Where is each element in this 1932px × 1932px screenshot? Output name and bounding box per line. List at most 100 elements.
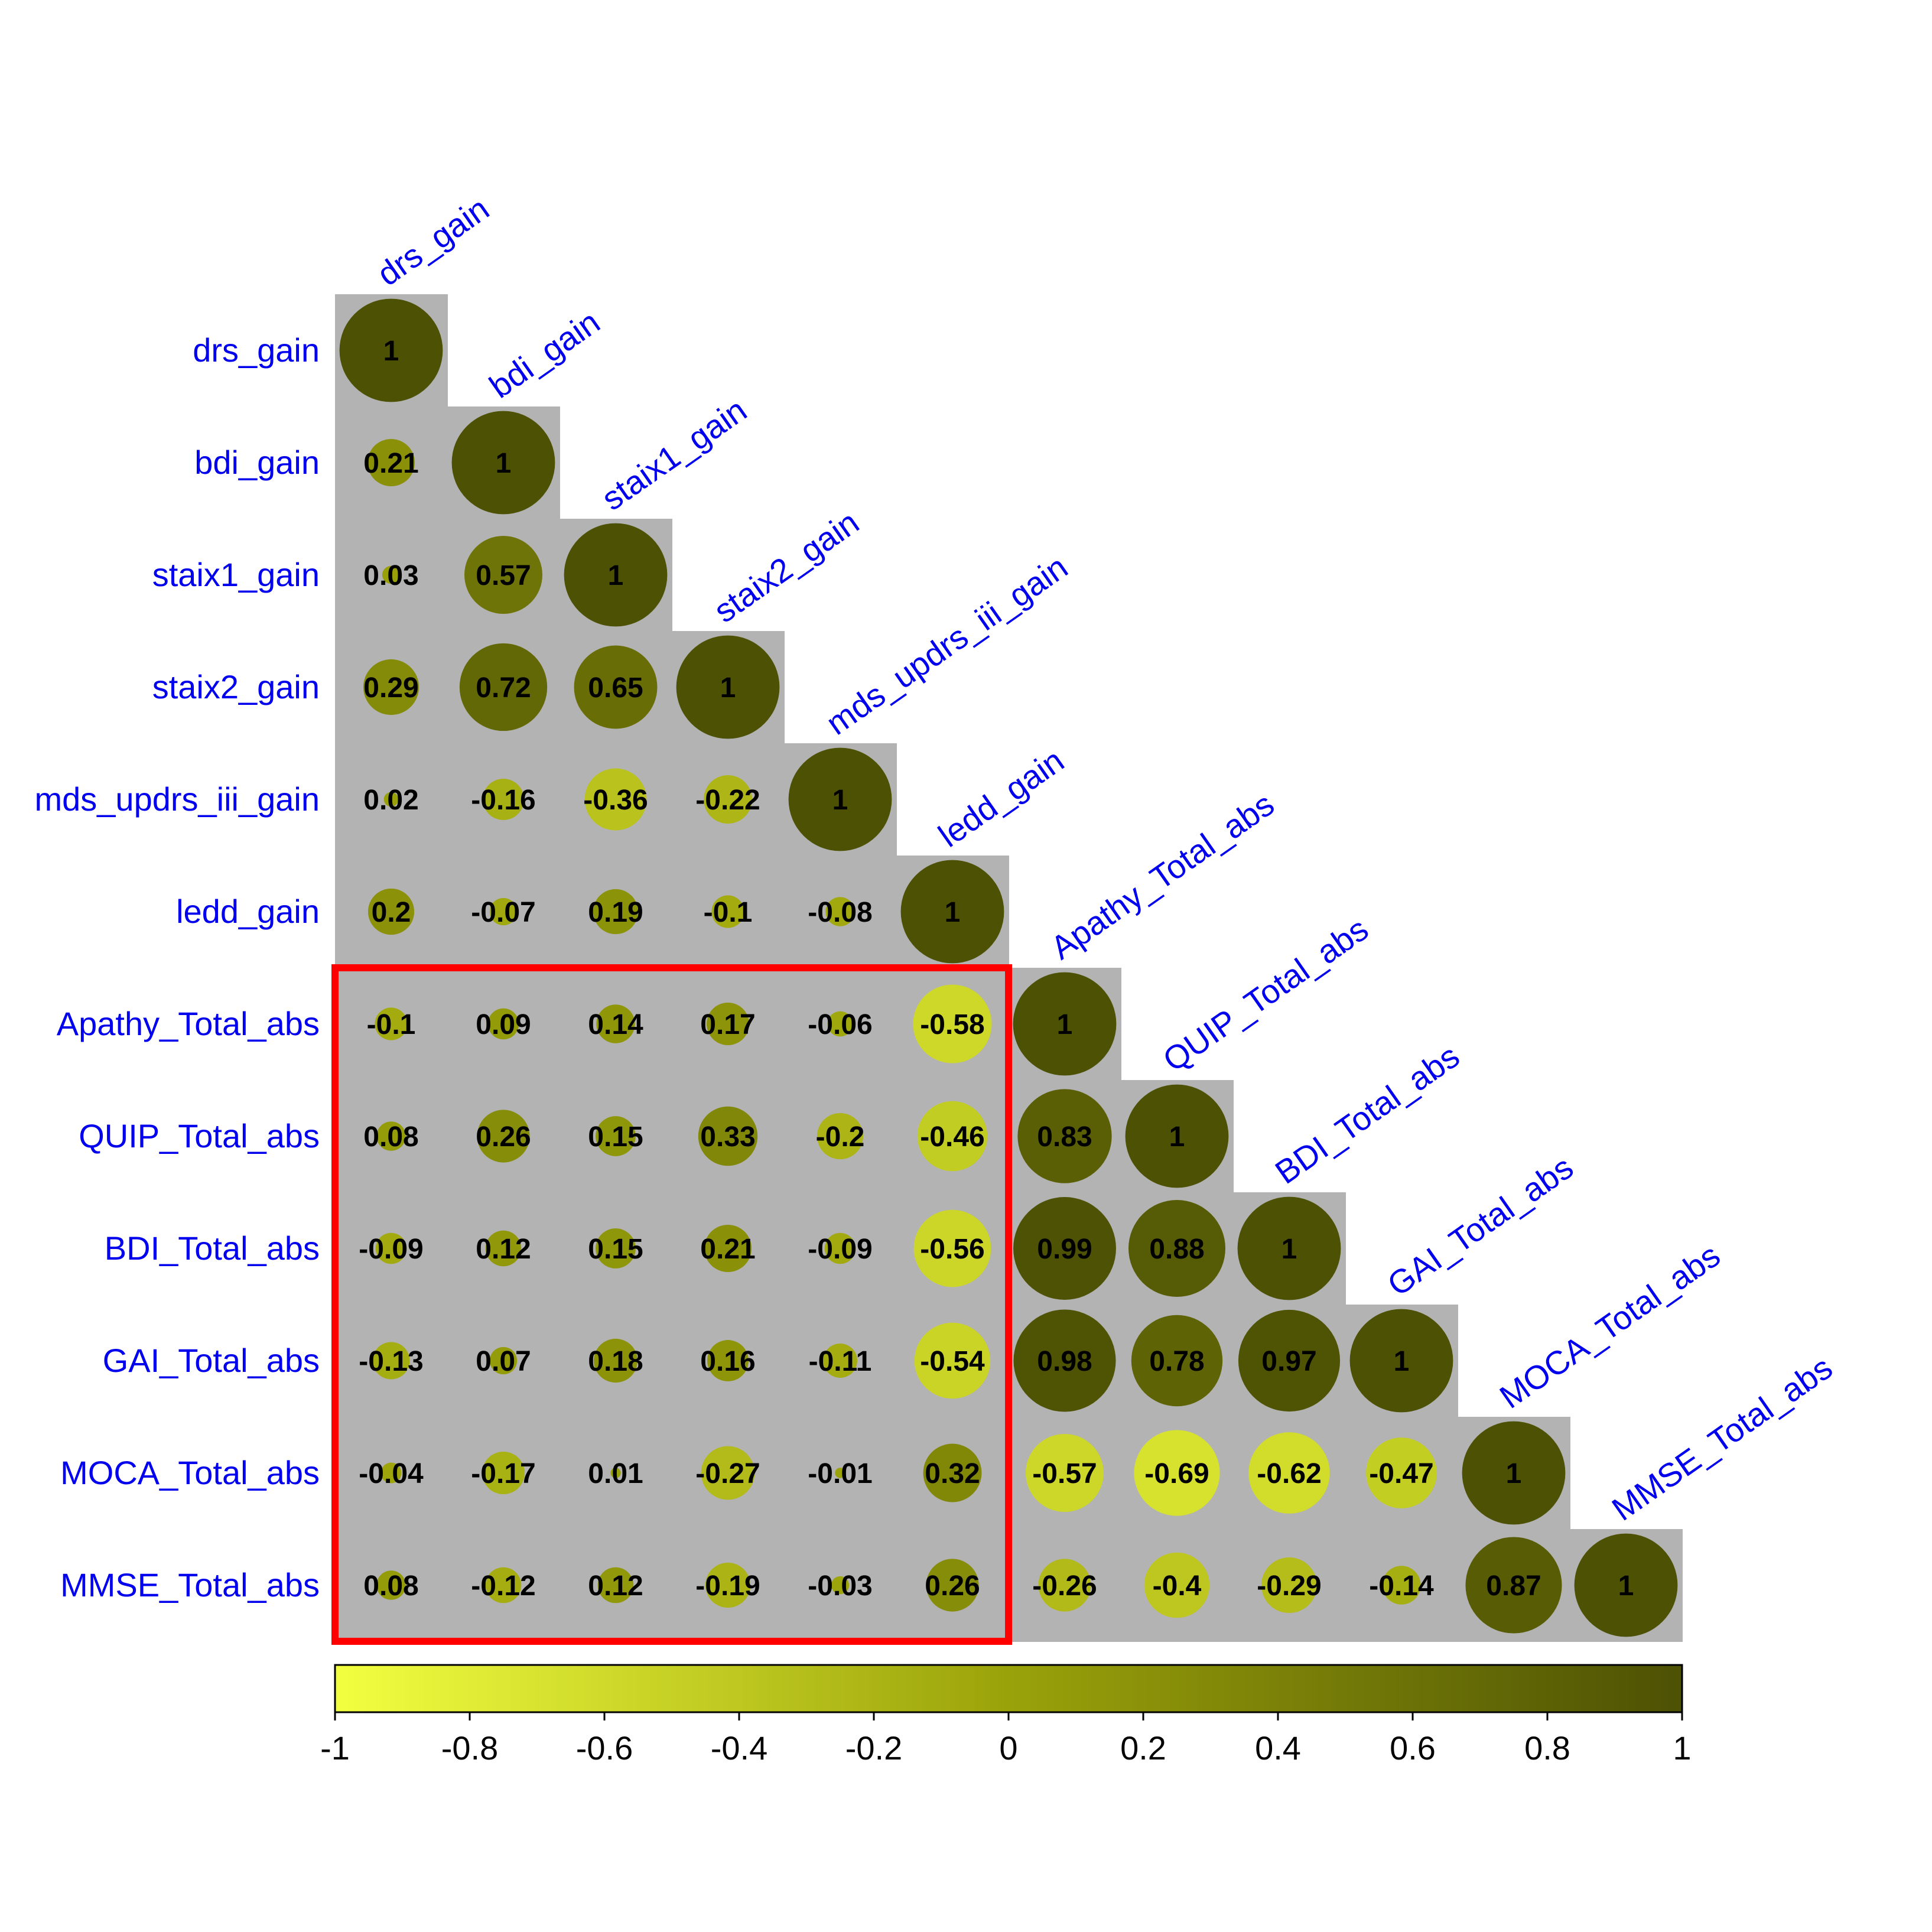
cell-circle-bdi-total-abs-quip-total-abs [1128, 1200, 1225, 1297]
cell-circle-ledd-gain-staix1-gain [593, 889, 639, 935]
cell-value-quip-total-abs-quip-total-abs: 1 [1169, 1121, 1185, 1153]
cell-circle-bdi-total-abs-mds-updrs-iii-gain [824, 1232, 856, 1264]
cell-circle-moca-total-abs-mds-updrs-iii-gain [835, 1468, 845, 1478]
row-label-quip-total-abs: QUIP_Total_abs [79, 1117, 320, 1154]
cell-value-mmse-total-abs-moca-total-abs: 0.87 [1486, 1570, 1541, 1602]
cell-value-gai-total-abs-gai-total-abs: 1 [1394, 1346, 1410, 1377]
cell-value-bdi-total-abs-staix1-gain: 0.15 [588, 1234, 643, 1265]
cell-value-staix1-gain-bdi-gain: 0.57 [476, 560, 531, 591]
cell-circle-apathy-total-abs-staix1-gain [596, 1004, 635, 1043]
colorbar-tick-label: 0.2 [1120, 1729, 1166, 1767]
cell-circle-staix1-gain-staix1-gain [564, 523, 668, 627]
cell-circle-ledd-gain-mds-updrs-iii-gain [825, 897, 855, 926]
cell-value-gai-total-abs-apathy-total-abs: 0.98 [1037, 1346, 1092, 1377]
cell-value-moca-total-abs-staix1-gain: 0.01 [588, 1458, 643, 1489]
cell-value-bdi-total-abs-apathy-total-abs: 0.99 [1037, 1234, 1092, 1265]
cell-circle-mmse-total-abs-staix1-gain [597, 1567, 634, 1604]
cell-value-mmse-total-abs-staix1-gain: 0.12 [588, 1570, 643, 1602]
cell-circle-gai-total-abs-bdi-total-abs [1238, 1309, 1341, 1412]
colorbar-tick-label: -0.2 [845, 1729, 903, 1767]
cell-value-moca-total-abs-apathy-total-abs: -0.57 [1032, 1458, 1097, 1489]
cell-value-moca-total-abs-bdi-gain: -0.17 [471, 1458, 535, 1489]
cell-value-bdi-total-abs-bdi-gain: 0.12 [476, 1234, 531, 1265]
column-label-mmse-total-abs: MMSE_Total_abs [1605, 1348, 1839, 1527]
cell-value-moca-total-abs-staix2-gain: -0.27 [695, 1458, 760, 1489]
cell-value-mmse-total-abs-bdi-total-abs: -0.29 [1257, 1570, 1321, 1602]
cell-value-gai-total-abs-ledd-gain: -0.54 [920, 1346, 985, 1377]
cell-value-bdi-total-abs-staix2-gain: 0.21 [700, 1234, 755, 1265]
cell-circle-mmse-total-abs-quip-total-abs [1144, 1552, 1210, 1618]
cell-value-quip-total-abs-ledd-gain: -0.46 [920, 1121, 984, 1153]
cell-circle-bdi-total-abs-bdi-total-abs [1237, 1196, 1341, 1300]
cell-value-moca-total-abs-mds-updrs-iii-gain: -0.01 [808, 1458, 872, 1489]
background-row-ledd-gain [335, 856, 1009, 968]
colorbar-tick-label: -0.4 [711, 1729, 768, 1767]
cell-value-gai-total-abs-quip-total-abs: 0.78 [1149, 1346, 1204, 1377]
cell-value-bdi-total-abs-bdi-total-abs: 1 [1282, 1234, 1297, 1265]
row-label-staix1-gain: staix1_gain [152, 556, 320, 593]
cell-value-gai-total-abs-drs-gain: -0.13 [359, 1346, 423, 1377]
cell-circle-moca-total-abs-staix1-gain [610, 1468, 621, 1478]
row-label-mds-updrs-iii-gain: mds_updrs_iii_gain [34, 780, 320, 818]
cell-circle-moca-total-abs-bdi-gain [482, 1451, 525, 1495]
column-label-moca-total-abs: MOCA_Total_abs [1493, 1236, 1727, 1415]
cell-circle-mmse-total-abs-mmse-total-abs [1574, 1533, 1678, 1637]
cell-value-ledd-gain-staix2-gain: -0.1 [704, 897, 753, 928]
cell-circle-ledd-gain-bdi-gain [489, 897, 518, 926]
cell-value-quip-total-abs-apathy-total-abs: 0.83 [1037, 1121, 1092, 1153]
cell-value-mmse-total-abs-staix2-gain: -0.19 [695, 1570, 760, 1602]
cell-value-staix2-gain-staix1-gain: 0.65 [588, 672, 643, 704]
cell-circle-bdi-total-abs-staix2-gain [704, 1224, 752, 1273]
cell-circle-quip-total-abs-apathy-total-abs [1017, 1089, 1112, 1183]
cell-circle-moca-total-abs-ledd-gain [923, 1443, 982, 1502]
cell-value-moca-total-abs-quip-total-abs: -0.69 [1144, 1458, 1209, 1489]
cell-value-bdi-total-abs-mds-updrs-iii-gain: -0.09 [808, 1234, 872, 1265]
cell-circle-quip-total-abs-quip-total-abs [1125, 1084, 1229, 1188]
cell-value-apathy-total-abs-staix1-gain: 0.14 [588, 1009, 643, 1040]
cell-circle-gai-total-abs-mds-updrs-iii-gain [823, 1344, 857, 1378]
column-label-apathy-total-abs: Apathy_Total_abs [1044, 785, 1281, 967]
cell-circle-mmse-total-abs-gai-total-abs [1382, 1566, 1421, 1605]
cell-value-gai-total-abs-staix2-gain: 0.16 [700, 1346, 755, 1377]
colorbar-tick-label: -0.6 [576, 1729, 633, 1767]
cell-value-ledd-gain-bdi-gain: -0.07 [471, 897, 535, 928]
cell-circle-quip-total-abs-staix1-gain [596, 1116, 636, 1156]
cell-value-staix1-gain-drs-gain: 0.03 [363, 560, 418, 591]
column-label-quip-total-abs: QUIP_Total_abs [1156, 910, 1375, 1079]
cell-circle-moca-total-abs-apathy-total-abs [1026, 1434, 1104, 1512]
row-label-gai-total-abs: GAI_Total_abs [103, 1342, 320, 1379]
cell-circle-mmse-total-abs-mds-updrs-iii-gain [831, 1576, 850, 1595]
cell-circle-mds-updrs-iii-gain-drs-gain [383, 792, 399, 807]
cell-circle-bdi-total-abs-staix1-gain [596, 1228, 636, 1269]
cell-value-quip-total-abs-bdi-gain: 0.26 [476, 1121, 531, 1153]
cell-value-staix2-gain-staix2-gain: 1 [720, 672, 736, 704]
cell-circle-apathy-total-abs-mds-updrs-iii-gain [827, 1011, 853, 1037]
cell-value-bdi-gain-bdi-gain: 1 [496, 448, 512, 479]
cell-circle-moca-total-abs-gai-total-abs [1366, 1437, 1437, 1508]
cell-circle-moca-total-abs-drs-gain [380, 1462, 402, 1484]
cell-circle-apathy-total-abs-apathy-total-abs [1013, 972, 1117, 1076]
cell-value-quip-total-abs-drs-gain: 0.08 [363, 1121, 418, 1153]
cell-value-ledd-gain-ledd-gain: 1 [945, 897, 961, 928]
row-label-apathy-total-abs: Apathy_Total_abs [57, 1005, 320, 1042]
cell-value-moca-total-abs-ledd-gain: 0.32 [925, 1458, 980, 1489]
cell-value-moca-total-abs-gai-total-abs: -0.47 [1369, 1458, 1433, 1489]
colorbar-tick-label: 1 [1673, 1729, 1691, 1767]
cell-circle-moca-total-abs-quip-total-abs [1134, 1430, 1220, 1516]
cell-circle-bdi-gain-drs-gain [367, 438, 415, 487]
cell-circle-mmse-total-abs-bdi-gain [485, 1567, 522, 1604]
cell-circle-ledd-gain-ledd-gain [900, 860, 1004, 964]
cell-value-mmse-total-abs-ledd-gain: 0.26 [925, 1570, 980, 1602]
cell-value-mmse-total-abs-gai-total-abs: -0.14 [1369, 1570, 1434, 1602]
column-label-drs-gain: drs_gain [370, 190, 496, 293]
cell-circle-ledd-gain-drs-gain [367, 888, 415, 935]
cell-circle-ledd-gain-staix2-gain [711, 895, 744, 928]
cell-circle-drs-gain-drs-gain [339, 298, 443, 402]
cell-circle-mmse-total-abs-bdi-total-abs [1261, 1557, 1318, 1614]
cell-value-apathy-total-abs-drs-gain: -0.1 [367, 1009, 416, 1040]
cell-circle-bdi-total-abs-apathy-total-abs [1013, 1197, 1116, 1300]
cell-circle-staix1-gain-drs-gain [382, 565, 401, 584]
cell-value-quip-total-abs-staix2-gain: 0.33 [700, 1121, 755, 1153]
row-label-ledd-gain: ledd_gain [176, 893, 320, 930]
cell-circle-gai-total-abs-quip-total-abs [1131, 1315, 1223, 1407]
